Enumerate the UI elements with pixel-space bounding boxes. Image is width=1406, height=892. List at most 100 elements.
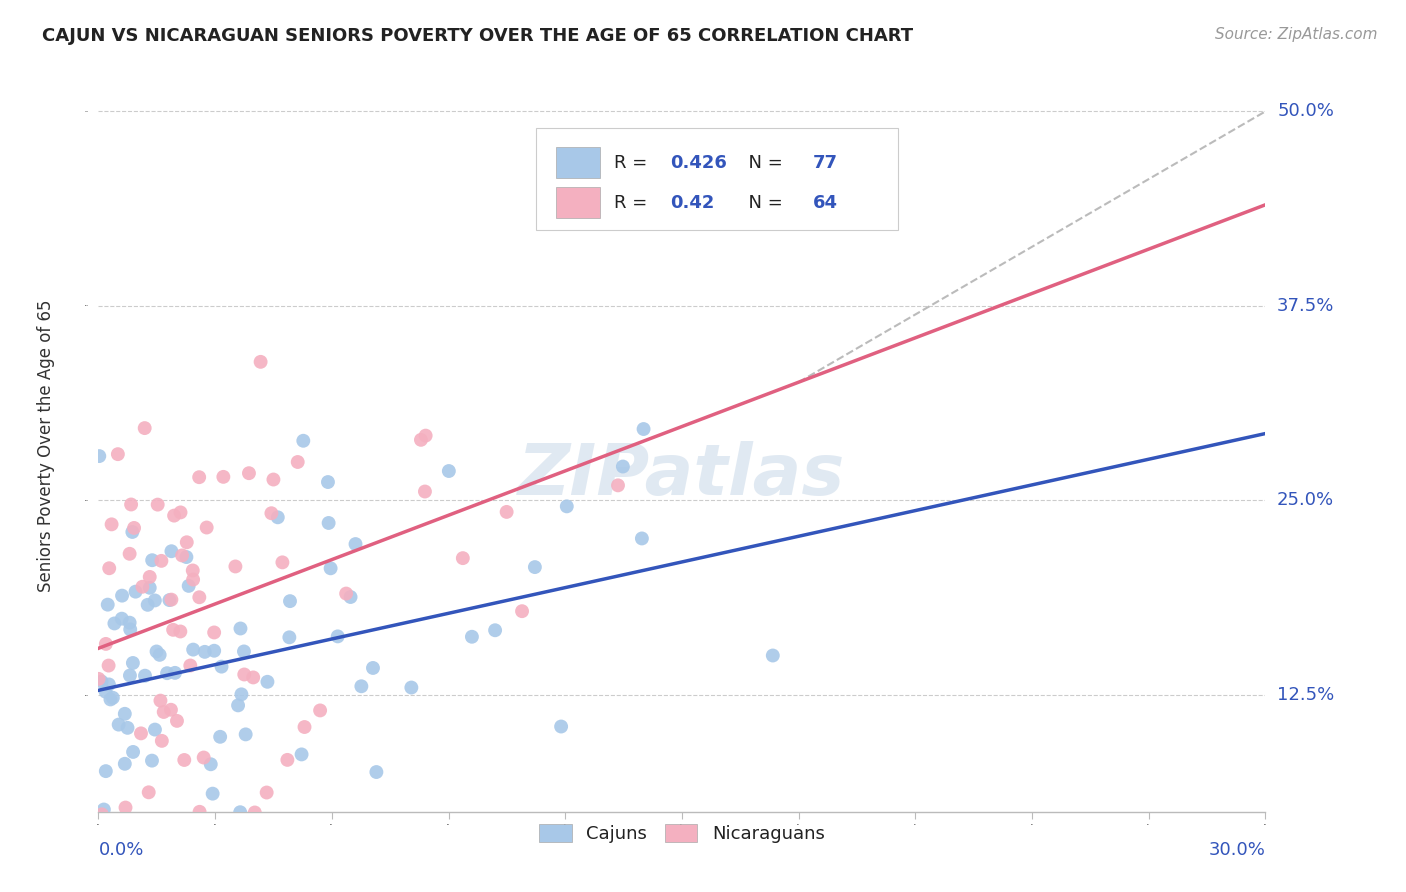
Point bbox=[129, 726, 152, 740]
Text: R =: R = bbox=[614, 194, 654, 211]
Point bbox=[607, 478, 630, 492]
Point bbox=[146, 498, 169, 512]
Point bbox=[124, 584, 146, 599]
Point bbox=[211, 659, 233, 673]
FancyBboxPatch shape bbox=[555, 187, 600, 219]
Text: Seniors Poverty Over the Age of 65: Seniors Poverty Over the Age of 65 bbox=[37, 300, 55, 592]
Point bbox=[176, 535, 198, 549]
Point bbox=[523, 560, 546, 574]
Point bbox=[188, 805, 211, 819]
Point bbox=[150, 554, 173, 568]
Point bbox=[160, 592, 183, 607]
Point bbox=[202, 644, 225, 658]
Point bbox=[138, 785, 160, 799]
Point bbox=[141, 553, 163, 567]
Point bbox=[762, 648, 785, 663]
Point bbox=[235, 727, 257, 741]
Point bbox=[262, 473, 284, 487]
Point bbox=[87, 672, 110, 686]
Point bbox=[271, 555, 294, 569]
Point bbox=[138, 581, 160, 595]
Point bbox=[451, 551, 474, 566]
Point bbox=[231, 687, 253, 701]
Point bbox=[90, 807, 112, 822]
Point bbox=[224, 559, 246, 574]
Point bbox=[156, 666, 179, 681]
Point bbox=[201, 787, 224, 801]
Point bbox=[278, 594, 301, 608]
Point bbox=[107, 717, 129, 731]
Point bbox=[292, 434, 315, 448]
Point bbox=[276, 753, 298, 767]
Point bbox=[202, 625, 225, 640]
Point bbox=[122, 656, 145, 670]
Point bbox=[510, 604, 533, 618]
Point bbox=[176, 549, 198, 564]
Point bbox=[437, 464, 460, 478]
Point bbox=[173, 753, 195, 767]
Point bbox=[177, 579, 200, 593]
Text: N =: N = bbox=[737, 194, 789, 211]
Text: 37.5%: 37.5% bbox=[1277, 297, 1334, 315]
Text: N =: N = bbox=[737, 153, 789, 172]
Point bbox=[122, 745, 145, 759]
Point bbox=[163, 665, 186, 680]
Point bbox=[194, 645, 217, 659]
Point bbox=[143, 723, 166, 737]
Point bbox=[319, 561, 342, 575]
Point bbox=[114, 706, 136, 721]
Point bbox=[179, 658, 201, 673]
Point bbox=[136, 598, 159, 612]
Text: Source: ZipAtlas.com: Source: ZipAtlas.com bbox=[1215, 27, 1378, 42]
Point bbox=[94, 764, 117, 778]
Point bbox=[318, 516, 340, 530]
Point bbox=[98, 561, 121, 575]
Point bbox=[326, 629, 349, 643]
Point bbox=[188, 591, 211, 605]
Point bbox=[612, 459, 634, 474]
Legend: Cajuns, Nicaraguans: Cajuns, Nicaraguans bbox=[531, 816, 832, 850]
Point bbox=[461, 630, 484, 644]
Text: 50.0%: 50.0% bbox=[1277, 103, 1334, 120]
Text: R =: R = bbox=[614, 153, 654, 172]
Point bbox=[495, 505, 517, 519]
Point bbox=[149, 693, 172, 707]
Text: 0.0%: 0.0% bbox=[98, 841, 143, 859]
Point bbox=[212, 470, 235, 484]
Point bbox=[242, 670, 264, 684]
Point bbox=[233, 667, 256, 681]
Text: 0.426: 0.426 bbox=[671, 153, 727, 172]
FancyBboxPatch shape bbox=[536, 128, 898, 230]
Point bbox=[278, 630, 301, 644]
Point bbox=[229, 805, 252, 820]
Point bbox=[316, 475, 339, 489]
Point bbox=[114, 756, 136, 771]
Point bbox=[249, 355, 271, 369]
Point bbox=[134, 421, 156, 435]
Point bbox=[200, 757, 222, 772]
Point bbox=[181, 642, 204, 657]
Point bbox=[339, 590, 361, 604]
Point bbox=[131, 580, 153, 594]
Point bbox=[256, 674, 278, 689]
Point bbox=[94, 684, 117, 698]
Point bbox=[633, 422, 655, 436]
Point bbox=[401, 681, 423, 695]
Point bbox=[335, 586, 357, 600]
Point bbox=[94, 637, 117, 651]
Point bbox=[413, 484, 436, 499]
Point bbox=[415, 428, 437, 442]
Point bbox=[366, 765, 388, 780]
Point bbox=[550, 719, 572, 733]
Point bbox=[111, 589, 134, 603]
Point bbox=[157, 593, 180, 607]
Point bbox=[122, 521, 145, 535]
Point bbox=[141, 754, 163, 768]
Point bbox=[97, 677, 120, 691]
Point bbox=[143, 593, 166, 607]
Text: 25.0%: 25.0% bbox=[1277, 491, 1334, 509]
Point bbox=[107, 447, 129, 461]
Point bbox=[209, 730, 232, 744]
Point bbox=[350, 679, 373, 693]
Point bbox=[267, 510, 290, 524]
